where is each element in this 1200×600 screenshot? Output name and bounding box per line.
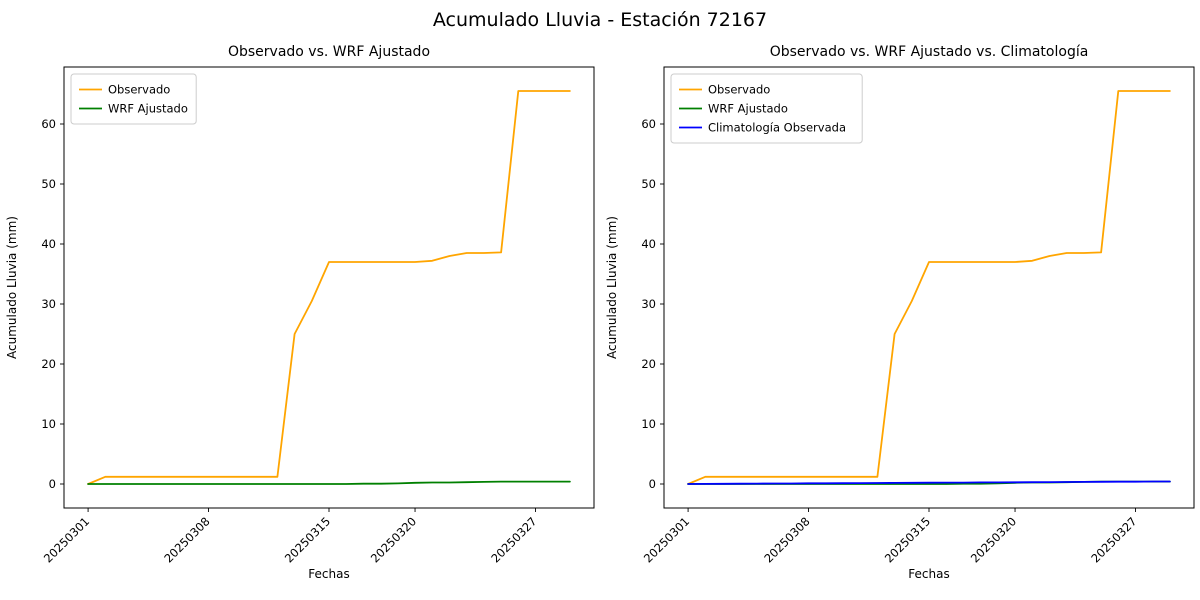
legend-box (70, 73, 197, 125)
x-tick-label: 20250308 (761, 514, 812, 565)
y-tick-label: 20 (641, 357, 656, 371)
line-wrf-ajustado (87, 480, 571, 485)
x-tick-label: 20250315 (882, 514, 933, 565)
x-tick-label: 20250315 (282, 514, 333, 565)
y-tick-label: 0 (649, 477, 656, 491)
legend-label: WRF Ajustado (708, 102, 788, 116)
x-tick-label: 20250327 (488, 514, 539, 565)
y-tick-label: 50 (41, 177, 56, 191)
y-tick-label: 20 (41, 357, 56, 371)
y-tick-label: 50 (641, 177, 656, 191)
x-tick-label: 20250301 (41, 514, 92, 565)
legend-box (670, 73, 863, 144)
x-tick-label: 20250327 (1088, 514, 1139, 565)
y-tick-label: 60 (641, 117, 656, 131)
chart-observado-vs-wrf-vs-climatologia: Observado vs. WRF Ajustado vs. Climatolo… (605, 44, 1195, 581)
x-tick-label: 20250320 (968, 514, 1019, 565)
chart-title: Observado vs. WRF Ajustado (228, 44, 430, 60)
legend-label: WRF Ajustado (108, 102, 188, 116)
figure-title: Acumulado Lluvia - Estación 72167 (432, 9, 768, 31)
y-tick-label: 30 (41, 297, 56, 311)
y-tick-label: 10 (641, 417, 656, 431)
y-tick-label: 40 (641, 237, 656, 251)
line-observado (87, 90, 571, 485)
x-axis-label: Fechas (908, 567, 949, 581)
y-tick-label: 10 (41, 417, 56, 431)
line-climatolog-a-observada (687, 480, 1171, 485)
legend-label: Observado (708, 83, 770, 97)
line-observado (687, 90, 1171, 485)
charts-row: Observado vs. WRF Ajustado 0 10 20 30 40 50 60 2… (0, 30, 1200, 600)
chart-observado-vs-wrf: Observado vs. WRF Ajustado 0 10 20 30 40 50 60 2… (5, 44, 595, 581)
y-axis-label: Acumulado Lluvia (mm) (5, 216, 19, 359)
x-axis-label: Fechas (308, 567, 349, 581)
legend-label: Observado (108, 83, 170, 97)
legend-label: Climatología Observada (708, 121, 846, 135)
chart-title: Observado vs. WRF Ajustado vs. Climatolo… (770, 44, 1089, 60)
x-tick-label: 20250308 (161, 514, 212, 565)
x-tick-label: 20250301 (641, 514, 692, 565)
y-tick-label: 0 (49, 477, 56, 491)
y-tick-label: 40 (41, 237, 56, 251)
y-tick-label: 60 (41, 117, 56, 131)
x-tick-label: 20250320 (368, 514, 419, 565)
y-tick-label: 30 (641, 297, 656, 311)
y-axis-label: Acumulado Lluvia (mm) (605, 216, 619, 359)
